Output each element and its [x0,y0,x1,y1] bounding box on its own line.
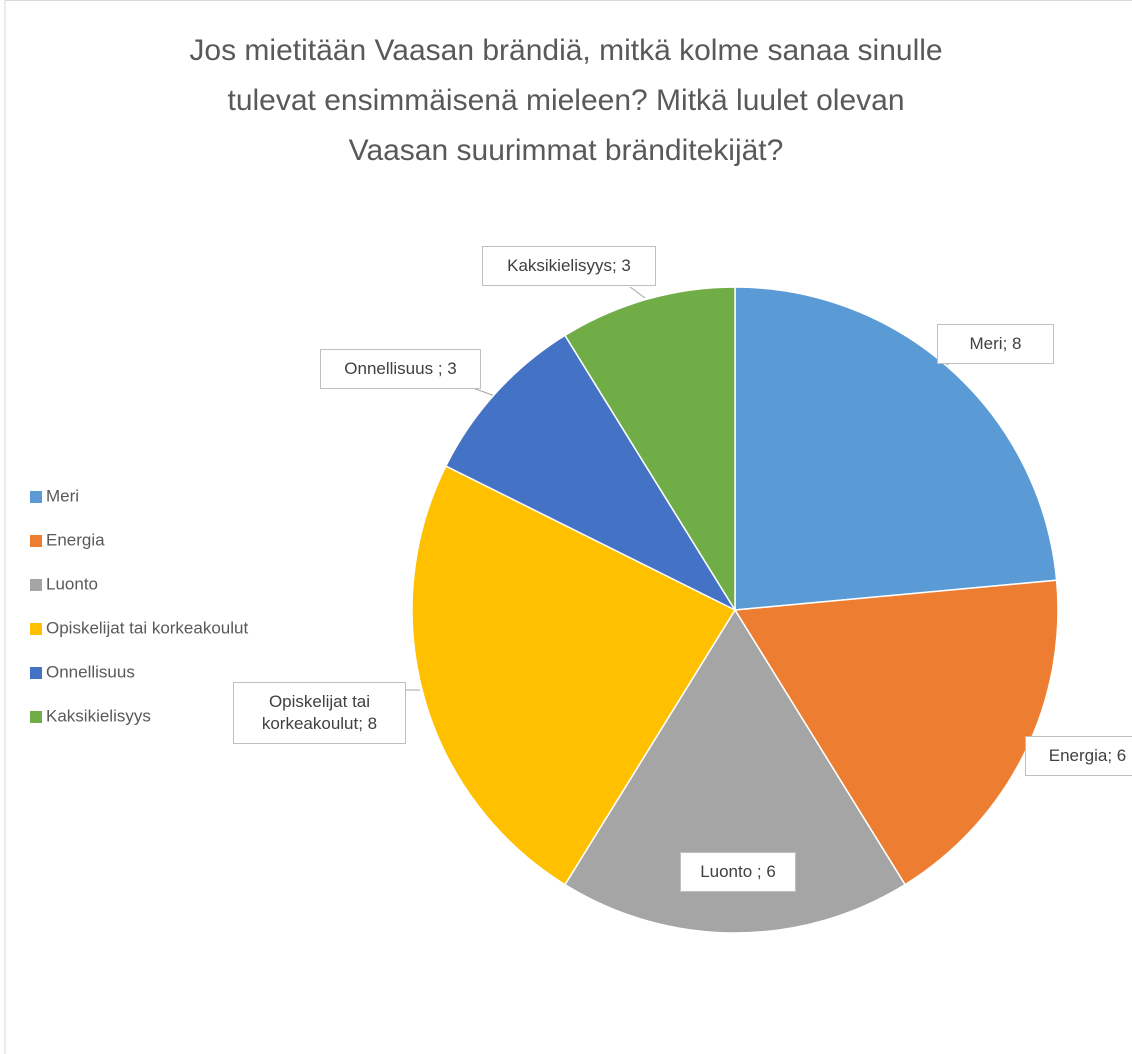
legend-label: Meri [46,486,79,505]
chart-title: tulevat ensimmäisenä mieleen? Mitkä luul… [227,84,904,117]
legend-swatch [30,491,42,503]
legend-swatch [30,667,42,679]
legend-swatch [30,579,42,591]
legend-label: Energia [46,530,105,549]
data-label: Opiskelijat tai korkeakoulut; 8 [233,682,406,744]
chart-title: Vaasan suurimmat bränditekijät? [349,134,784,167]
pie-slice [563,608,907,934]
pie-slice [411,465,737,886]
data-label: Luonto ; 6 [680,852,796,892]
data-label: Meri; 8 [937,324,1054,364]
legend-label: Luonto [46,574,98,593]
pie-slice [734,286,1058,611]
pie [411,286,1059,934]
data-label: Kaksikielisyys; 3 [482,246,656,286]
legend-label: Onnellisuus [46,662,135,681]
pie-slice [563,286,736,613]
legend-swatch [30,623,42,635]
data-label: Onnellisuus ; 3 [320,349,481,389]
pie-slice [733,579,1059,886]
chart-border [4,0,1132,1054]
chart-title: Jos mietitään Vaasan brändiä, mitkä kolm… [189,34,942,67]
data-label: Energia; 6 [1025,736,1132,776]
pie-slice [444,334,738,612]
legend-swatch [30,711,42,723]
legend-label: Kaksikielisyys [46,706,151,725]
legend-label: Opiskelijat tai korkeakoulut [46,618,248,637]
legend-swatch [30,535,42,547]
leader-line [629,286,646,299]
